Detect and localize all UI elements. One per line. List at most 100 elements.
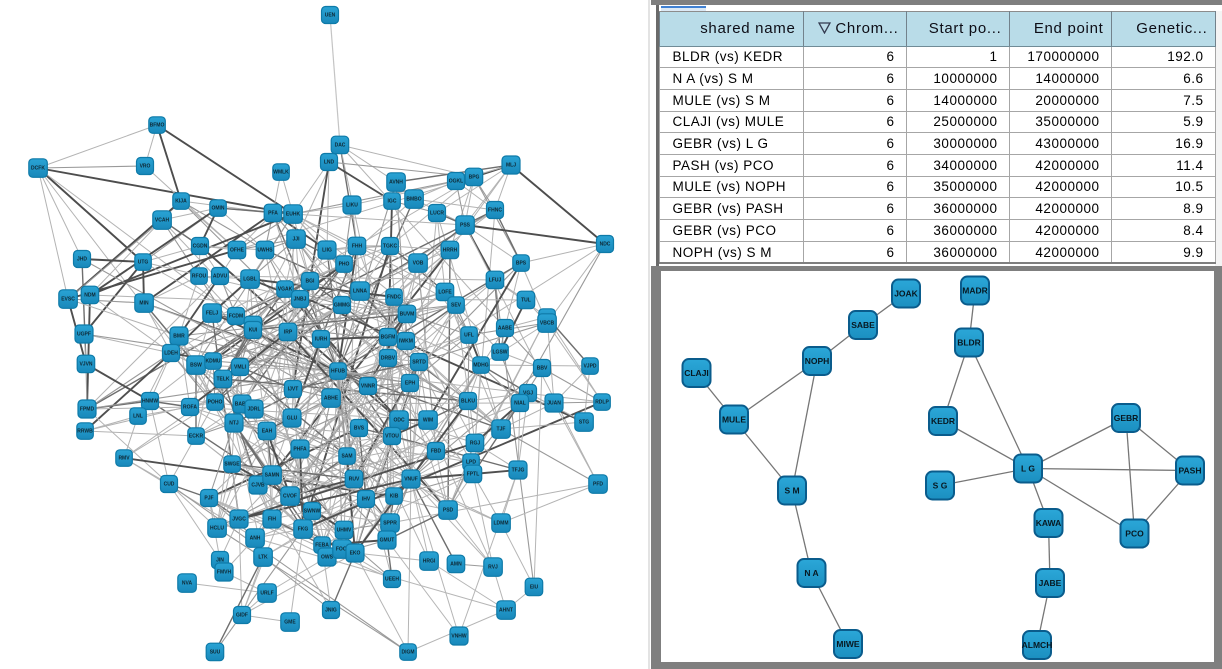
svg-text:BGFM: BGFM: [381, 335, 396, 341]
svg-text:JJI: JJI: [293, 237, 301, 243]
svg-text:TELK: TELK: [216, 377, 229, 383]
svg-text:NDC: NDC: [600, 242, 611, 248]
svg-text:HCLU: HCLU: [210, 526, 224, 532]
svg-text:PHO: PHO: [339, 262, 350, 268]
svg-text:VCAH: VCAH: [155, 218, 170, 224]
svg-text:VGAK: VGAK: [278, 287, 293, 293]
svg-text:ABHE: ABHE: [324, 396, 339, 402]
svg-text:FELJ: FELJ: [206, 311, 218, 317]
svg-text:UEEH: UEEH: [385, 577, 399, 583]
svg-text:TFJG: TFJG: [512, 468, 525, 474]
svg-text:KAWA: KAWA: [1036, 518, 1062, 528]
svg-text:IHV: IHV: [362, 497, 371, 503]
svg-text:FHH: FHH: [352, 244, 363, 250]
svg-text:TUL: TUL: [521, 298, 531, 304]
svg-text:VTOU: VTOU: [385, 434, 399, 440]
svg-text:EKO: EKO: [350, 551, 361, 557]
svg-text:LGBL: LGBL: [243, 277, 257, 283]
svg-text:GMMG: GMMG: [334, 303, 350, 309]
svg-text:FNDC: FNDC: [387, 295, 401, 301]
svg-text:JOAK: JOAK: [894, 289, 918, 299]
svg-text:UHMV: UHMV: [337, 528, 352, 534]
svg-text:JABE: JABE: [1039, 578, 1062, 588]
svg-text:FEBA: FEBA: [315, 543, 329, 549]
svg-text:ADVU: ADVU: [213, 274, 228, 280]
svg-text:DIGM: DIGM: [401, 650, 414, 656]
svg-text:BPS: BPS: [516, 261, 527, 267]
svg-text:RVJ: RVJ: [488, 565, 498, 571]
svg-text:OWS: OWS: [321, 555, 334, 561]
svg-text:RRWB: RRWB: [77, 429, 93, 435]
svg-text:IWKM: IWKM: [399, 339, 413, 345]
svg-text:OMIN: OMIN: [211, 206, 224, 212]
svg-text:MDHG: MDHG: [473, 363, 488, 369]
svg-text:CJVB: CJVB: [251, 483, 265, 489]
svg-text:MULE: MULE: [722, 415, 746, 425]
svg-text:DRBV: DRBV: [381, 356, 396, 362]
svg-text:FOOI: FOOI: [336, 547, 349, 553]
svg-text:MIN: MIN: [139, 301, 149, 307]
svg-text:HRGI: HRGI: [423, 559, 436, 565]
svg-text:LNL: LNL: [133, 414, 143, 420]
svg-text:BLKU: BLKU: [461, 399, 475, 405]
svg-text:SRTD: SRTD: [412, 360, 426, 366]
svg-text:WIM: WIM: [423, 418, 433, 424]
svg-text:WMLK: WMLK: [273, 170, 289, 176]
svg-text:LDMM: LDMM: [494, 521, 509, 527]
svg-text:VOB: VOB: [413, 261, 424, 267]
svg-text:S M: S M: [784, 486, 799, 496]
svg-text:GLU: GLU: [287, 416, 298, 422]
svg-text:VNUF: VNUF: [404, 477, 418, 483]
svg-text:CVOF: CVOF: [283, 494, 297, 500]
svg-text:EVSC: EVSC: [61, 297, 75, 303]
svg-text:JIN: JIN: [216, 558, 224, 564]
svg-text:UGPF: UGPF: [77, 332, 91, 338]
svg-text:SABE: SABE: [851, 320, 875, 330]
svg-text:PSD: PSD: [443, 508, 454, 514]
svg-text:OGKL: OGKL: [449, 179, 463, 185]
svg-text:GMUT: GMUT: [380, 538, 395, 544]
svg-text:RGJ: RGJ: [470, 441, 481, 447]
svg-text:UFL: UFL: [464, 333, 474, 339]
svg-text:BMBO: BMBO: [406, 197, 421, 203]
svg-text:CUD: CUD: [164, 482, 175, 488]
svg-text:CGDN: CGDN: [193, 244, 208, 250]
svg-text:L G: L G: [1021, 464, 1035, 474]
svg-text:JNBJ: JNBJ: [294, 297, 307, 303]
svg-text:FHNC: FHNC: [488, 208, 502, 214]
svg-text:PSS: PSS: [460, 223, 471, 229]
svg-text:LNNA: LNNA: [353, 289, 367, 295]
svg-text:UWHS: UWHS: [257, 248, 273, 254]
svg-text:ODC: ODC: [393, 418, 405, 424]
svg-text:LIKU: LIKU: [346, 203, 358, 209]
svg-text:NOPH: NOPH: [805, 356, 830, 366]
svg-text:S G: S G: [933, 481, 948, 491]
svg-text:MLJ: MLJ: [506, 163, 516, 169]
svg-text:JDRL: JDRL: [247, 407, 260, 413]
svg-text:LPD: LPD: [466, 460, 476, 466]
svg-text:SWGE: SWGE: [224, 462, 240, 468]
svg-text:IJVT: IJVT: [288, 387, 299, 393]
svg-text:FCDM: FCDM: [229, 314, 243, 320]
svg-text:HNMW: HNMW: [142, 399, 158, 405]
svg-text:CLAJI: CLAJI: [684, 368, 709, 378]
svg-text:SEV: SEV: [451, 303, 462, 309]
svg-text:IGC: IGC: [388, 199, 397, 205]
svg-text:FBD: FBD: [431, 449, 442, 455]
svg-text:IURH: IURH: [315, 337, 328, 343]
svg-text:JNIG: JNIG: [325, 608, 337, 614]
svg-text:PJF: PJF: [204, 496, 213, 502]
svg-text:STG: STG: [579, 420, 589, 426]
svg-text:VBCB: VBCB: [540, 321, 555, 327]
svg-text:AMN: AMN: [450, 562, 462, 568]
svg-text:BMR: BMR: [173, 334, 185, 340]
svg-text:PFD: PFD: [593, 482, 603, 488]
svg-text:HFUB: HFUB: [331, 369, 345, 375]
svg-text:KUI: KUI: [249, 328, 258, 334]
svg-text:LUCR: LUCR: [430, 211, 444, 217]
svg-text:VGJ: VGJ: [523, 391, 533, 397]
svg-text:VJPD: VJPD: [583, 364, 596, 370]
svg-text:LFUJ: LFUJ: [489, 278, 502, 284]
svg-text:IRP: IRP: [284, 330, 293, 336]
svg-text:EPH: EPH: [405, 381, 416, 387]
